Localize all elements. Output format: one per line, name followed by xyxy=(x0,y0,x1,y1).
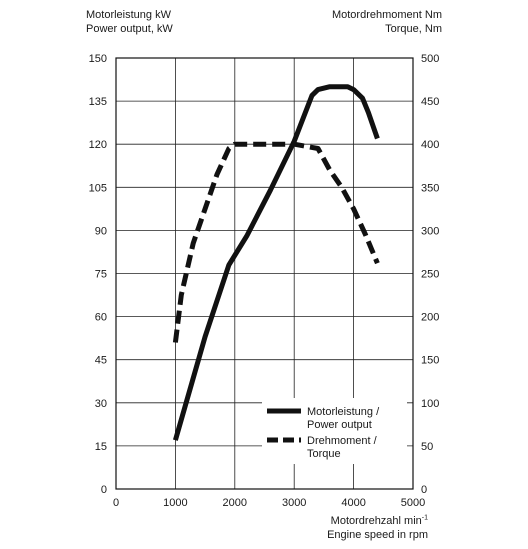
x-tick-label: 3000 xyxy=(282,497,306,509)
x-tick-label: 0 xyxy=(113,497,119,509)
x-tick-label: 4000 xyxy=(341,497,365,509)
y-left-tick-label: 45 xyxy=(95,355,107,367)
right-axis-title-line-1: Motordrehmoment Nm xyxy=(331,9,442,21)
torque-line xyxy=(172,141,380,343)
legend-label: Torque xyxy=(307,448,341,460)
y-left-tick-label: 60 xyxy=(95,312,107,324)
legend-label: Motorleistung / xyxy=(307,406,380,418)
y-right-tick-label: 100 xyxy=(421,398,439,410)
y-left-tick-label: 90 xyxy=(95,225,107,237)
power-line xyxy=(172,84,380,441)
y-right-tick-label: 450 xyxy=(421,96,439,108)
y-right-tick-label: 500 xyxy=(421,53,439,65)
y-left-tick-label: 30 xyxy=(95,398,107,410)
y-left-tick-label: 105 xyxy=(89,182,107,194)
x-tick-label: 1000 xyxy=(163,497,187,509)
legend: Motorleistung /Power output Drehmoment /T… xyxy=(262,398,407,464)
x-axis-title-exponent: -1 xyxy=(421,514,428,522)
y-right-tick-label: 400 xyxy=(421,139,439,151)
plot-frame xyxy=(115,57,414,490)
legend-label: Drehmoment / xyxy=(307,435,378,447)
left-axis-title: Motorleistung kW Power output, kW xyxy=(86,8,173,36)
x-tick-label: 5000 xyxy=(401,497,425,509)
x-axis-title-line-1: Motordrehzahl min-1 xyxy=(327,514,428,528)
tick-labels: 0 15 30 45 60 75 90 105 120 135 150 0 50 100 150 200 250… xyxy=(89,53,440,509)
y-right-tick-label: 0 xyxy=(421,484,427,496)
y-left-tick-label: 15 xyxy=(95,441,107,453)
left-axis-title-line-1: Motorleistung kW xyxy=(86,9,171,21)
left-axis-title-line-2: Power output, kW xyxy=(86,23,173,35)
y-right-tick-label: 250 xyxy=(421,269,439,281)
y-right-tick-label: 200 xyxy=(421,312,439,324)
y-left-tick-label: 0 xyxy=(101,484,107,496)
y-right-tick-label: 300 xyxy=(421,225,439,237)
right-axis-title: Motordrehmoment Nm Torque, Nm xyxy=(332,8,442,36)
x-axis-title-base: Motordrehzahl min xyxy=(330,515,422,527)
legend-label: Power output xyxy=(307,419,372,431)
plot-border xyxy=(115,57,414,490)
series-lines xyxy=(172,84,380,441)
y-right-tick-label: 50 xyxy=(421,441,433,453)
y-right-tick-label: 150 xyxy=(421,355,439,367)
right-axis-title-line-2: Torque, Nm xyxy=(385,23,442,35)
y-left-tick-label: 150 xyxy=(89,53,107,65)
x-axis-title-line-2: Engine speed in rpm xyxy=(327,529,428,541)
y-left-tick-label: 75 xyxy=(95,269,107,281)
y-left-tick-label: 120 xyxy=(89,139,107,151)
x-tick-label: 2000 xyxy=(223,497,247,509)
y-left-tick-label: 135 xyxy=(89,96,107,108)
x-axis-title: Motordrehzahl min-1 Engine speed in rpm xyxy=(327,514,428,542)
y-right-tick-label: 350 xyxy=(421,182,439,194)
